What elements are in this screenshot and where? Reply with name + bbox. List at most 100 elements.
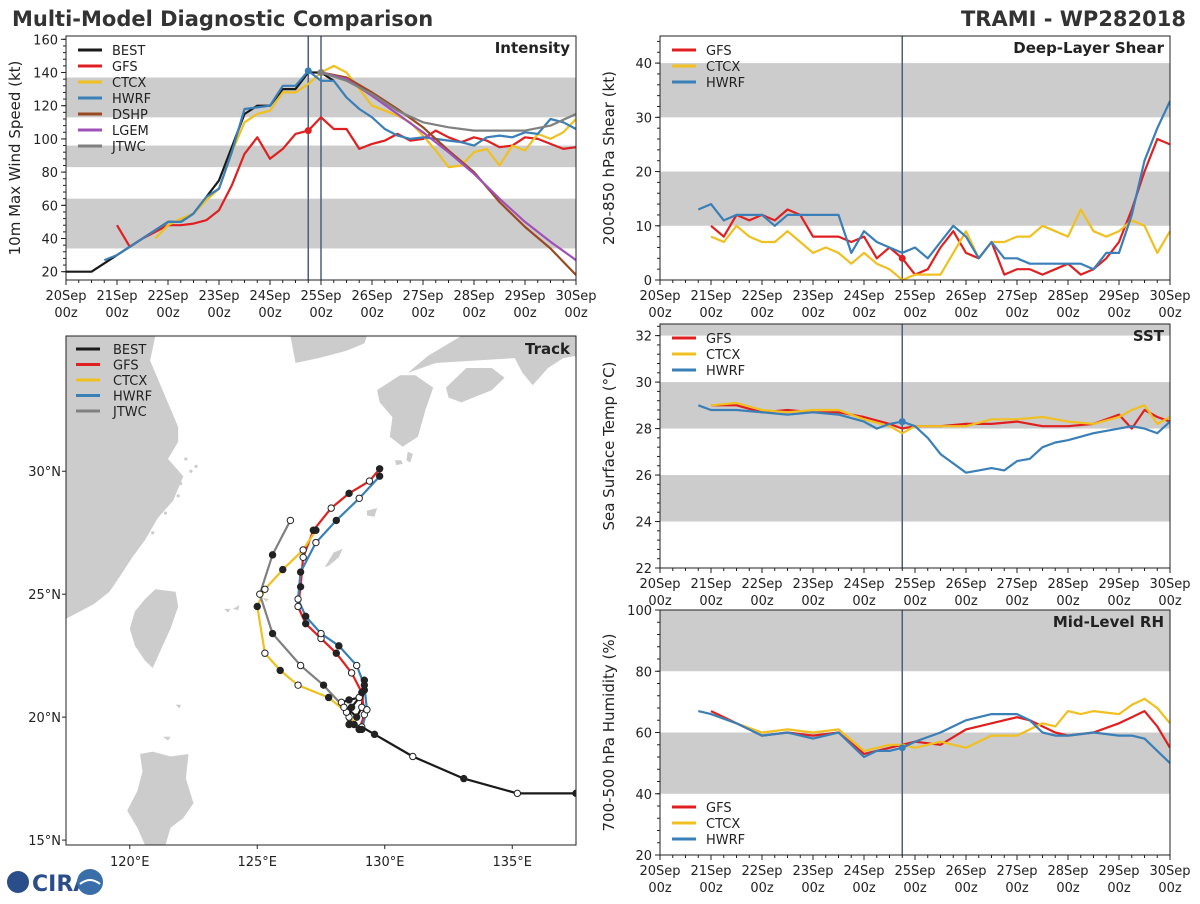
track-position-marker (345, 696, 353, 704)
track-position-marker (253, 602, 261, 611)
track-position-marker (256, 590, 264, 598)
x-tick-label-hour: 00z (1158, 594, 1182, 609)
track-position-marker (360, 681, 369, 689)
x-tick-label-hour: 00z (360, 306, 384, 321)
series-group (697, 100, 1170, 280)
y-tick-label: 30 (635, 376, 652, 391)
x-tick-label-day: 30Sep (555, 289, 596, 304)
x-tick-label-day: 27Sep (996, 289, 1037, 304)
lon-tick-label: 125°E (237, 855, 277, 870)
x-tick-label-hour: 00z (462, 306, 486, 321)
track-position-marker (302, 619, 310, 628)
x-tick-label-day: 24Sep (843, 289, 884, 304)
x-tick-label-day: 29Sep (1098, 289, 1139, 304)
series-group (66, 64, 576, 276)
land-iriomote (224, 608, 231, 613)
x-tick-label-hour: 00z (1056, 881, 1080, 896)
land-yakushima (395, 460, 403, 466)
x-tick-label-hour: 00z (750, 306, 774, 321)
x-tick-label-day: 24Sep (843, 577, 884, 592)
track-position-marker (294, 595, 302, 603)
series-line-gfs (116, 116, 576, 248)
x-tick-label-day: 29Sep (1098, 577, 1139, 592)
y-axis-label: 200-850 hPa Shear (kt) (600, 71, 618, 245)
panel-title: Intensity (495, 39, 571, 57)
x-tick-label-hour: 00z (1056, 306, 1080, 321)
land-babuyan (162, 736, 171, 741)
x-tick-label-hour: 00z (954, 881, 978, 896)
track-lines (253, 465, 576, 798)
y-tick-label: 40 (635, 788, 652, 803)
x-tick-label-hour: 00z (648, 594, 672, 609)
x-tick-label-hour: 00z (903, 594, 927, 609)
x-tick-label-day: 20Sep (639, 289, 680, 304)
legend-label-ctcx: CTCX (112, 76, 146, 91)
y-tick-label: 60 (41, 199, 58, 214)
x-tick-label-hour: 00z (1056, 594, 1080, 609)
y-tick-label: 26 (635, 469, 652, 484)
track-position-marker (286, 516, 295, 525)
legend-label-hwrf: HWRF (113, 390, 152, 405)
x-tick-label-hour: 00z (954, 306, 978, 321)
hwrf-analysis-marker (898, 744, 906, 752)
land-islet (176, 494, 180, 498)
x-tick-label-day: 24Sep (249, 289, 290, 304)
x-tick-label-day: 30Sep (1149, 864, 1190, 879)
x-tick-label-day: 27Sep (402, 289, 443, 304)
x-tick-label-hour: 00z (852, 881, 876, 896)
series-line-hwrf (103, 69, 576, 262)
x-tick-label-day: 25Sep (894, 577, 935, 592)
legend-label-jtwc: JTWC (111, 140, 146, 155)
x-tick-label-day: 24Sep (843, 864, 884, 879)
land-islet (163, 511, 168, 515)
track-position-marker (513, 789, 522, 798)
y-tick-label: 32 (635, 330, 652, 345)
y-tick-label: 22 (635, 562, 652, 577)
x-tick-label-hour: 00z (1005, 881, 1029, 896)
land-batan (175, 704, 181, 709)
track-position-marker (317, 629, 325, 638)
map-frame (65, 335, 577, 846)
y-tick-label: 40 (41, 233, 58, 248)
panel-title: Track (525, 340, 571, 358)
x-tick-label-day: 28Sep (1047, 577, 1088, 592)
lat-tick-label: 30°N (28, 465, 61, 480)
x-tick-label-day: 26Sep (945, 289, 986, 304)
track-position-marker (375, 472, 384, 480)
x-tick-label-day: 25Sep (894, 864, 935, 879)
x-tick-label-hour: 00z (801, 306, 825, 321)
storm-id: TRAMI - WP282018 (961, 7, 1186, 31)
track-position-marker (312, 526, 320, 534)
track-position-marker (409, 752, 417, 761)
shaded-band (660, 475, 1170, 522)
track-position-marker (358, 725, 366, 734)
x-tick-label-hour: 00z (1158, 881, 1182, 896)
track-position-marker (261, 649, 269, 657)
x-tick-label-hour: 00z (903, 306, 927, 321)
x-tick-label-hour: 00z (258, 306, 282, 321)
legend-label-best: BEST (112, 44, 145, 59)
series-line-hwrf (697, 100, 1170, 271)
y-tick-label: 100 (627, 604, 652, 619)
track-position-marker (296, 583, 305, 591)
track-position-marker (324, 693, 333, 702)
x-tick-label-hour: 00z (309, 306, 333, 321)
track-position-marker (335, 642, 343, 650)
land-honshu (407, 336, 576, 386)
track-position-marker (345, 489, 353, 498)
x-tick-label-day: 23Sep (792, 577, 833, 592)
y-tick-label: 0 (644, 274, 652, 289)
land-luzon (127, 751, 194, 845)
x-tick-label-day: 28Sep (1047, 289, 1088, 304)
panel-title: Deep-Layer Shear (1013, 39, 1164, 57)
shaded-band (660, 324, 1170, 336)
x-tick-label-day: 26Sep (945, 577, 986, 592)
x-tick-label-hour: 00z (513, 306, 537, 321)
jtwc-analysis-marker (317, 69, 325, 77)
track-position-marker (340, 703, 348, 711)
x-tick-label-hour: 00z (1005, 594, 1029, 609)
x-tick-label-hour: 00z (801, 594, 825, 609)
lon-tick-label: 135°E (492, 855, 532, 870)
